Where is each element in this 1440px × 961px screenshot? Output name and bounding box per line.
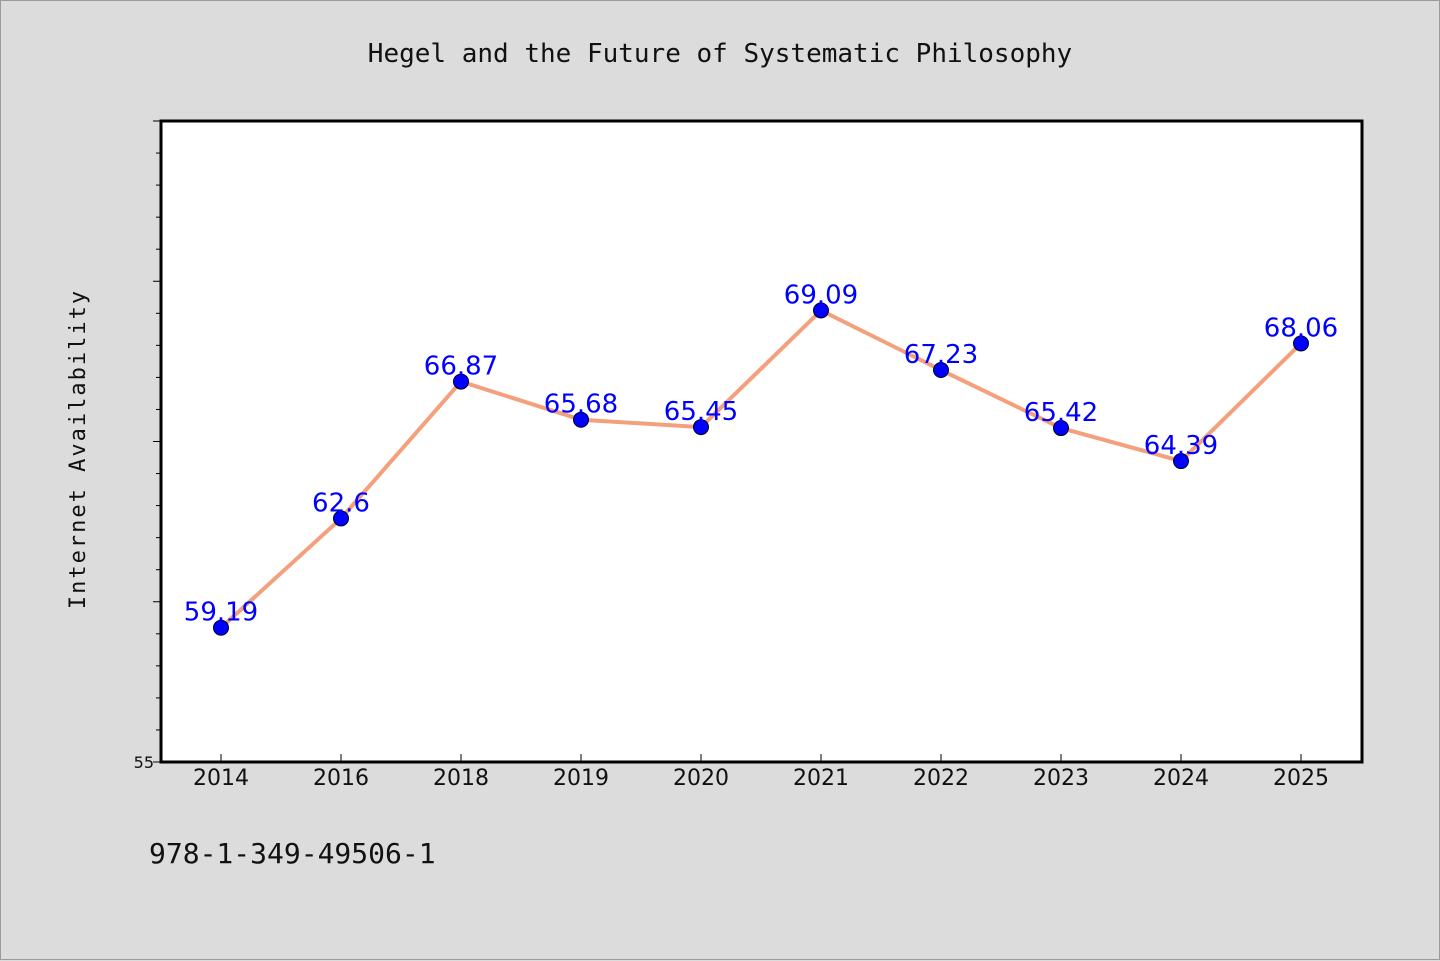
y-axis-ticks: 55 (134, 120, 161, 772)
x-tick-label: 2025 (1273, 766, 1329, 791)
data-point-marker (813, 302, 829, 319)
x-tick-label: 2023 (1033, 766, 1089, 791)
data-point-marker (453, 373, 469, 390)
plot-area (159, 119, 1364, 764)
x-tick-label: 2019 (553, 766, 609, 791)
x-tick-label: 2024 (1153, 766, 1209, 791)
x-tick-label: 2014 (193, 766, 249, 791)
data-label: 59.19 (184, 598, 258, 628)
data-label: 69.09 (784, 280, 858, 310)
x-tick-label: 2016 (313, 766, 369, 791)
data-label: 65.45 (664, 397, 738, 427)
data-label: 64.39 (1144, 431, 1218, 461)
x-tick-label: 2022 (913, 766, 969, 791)
isbn-footer: 978-1-349-49506-1 (149, 837, 436, 870)
data-label: 67.23 (904, 340, 978, 370)
data-point-marker (693, 419, 709, 436)
x-tick-label: 2018 (433, 766, 489, 791)
data-labels-group: 59.19 62.6 66.87 65.68 65.45 69.09 67.23 65.42 6… (184, 280, 1338, 627)
data-point-marker (333, 510, 349, 527)
data-label: 68.06 (1264, 313, 1338, 343)
x-tick-label: 2021 (793, 766, 849, 791)
chart-title: Hegel and the Future of Systematic Philo… (368, 39, 1072, 69)
series-line-group (213, 302, 1309, 636)
data-point-marker (1173, 453, 1189, 470)
series-line (219, 308, 1303, 630)
data-label: 65.42 (1024, 398, 1098, 428)
data-label: 66.87 (424, 352, 498, 382)
y-axis-label: Internet Availability (66, 289, 91, 609)
data-point-marker (933, 362, 949, 379)
data-point-marker (1293, 335, 1309, 352)
data-label: 65.68 (544, 390, 618, 420)
data-label: 62.6 (312, 488, 370, 518)
data-point-marker (573, 411, 589, 428)
data-point-marker (213, 619, 229, 636)
data-point-marker (1053, 420, 1069, 437)
x-tick-label: 2020 (673, 766, 729, 791)
y-tick-label: 55 (134, 753, 154, 772)
x-axis-ticks: 2014 2016 2018 2019 2020 2021 2022 2023 2024 2025 (193, 754, 1329, 791)
